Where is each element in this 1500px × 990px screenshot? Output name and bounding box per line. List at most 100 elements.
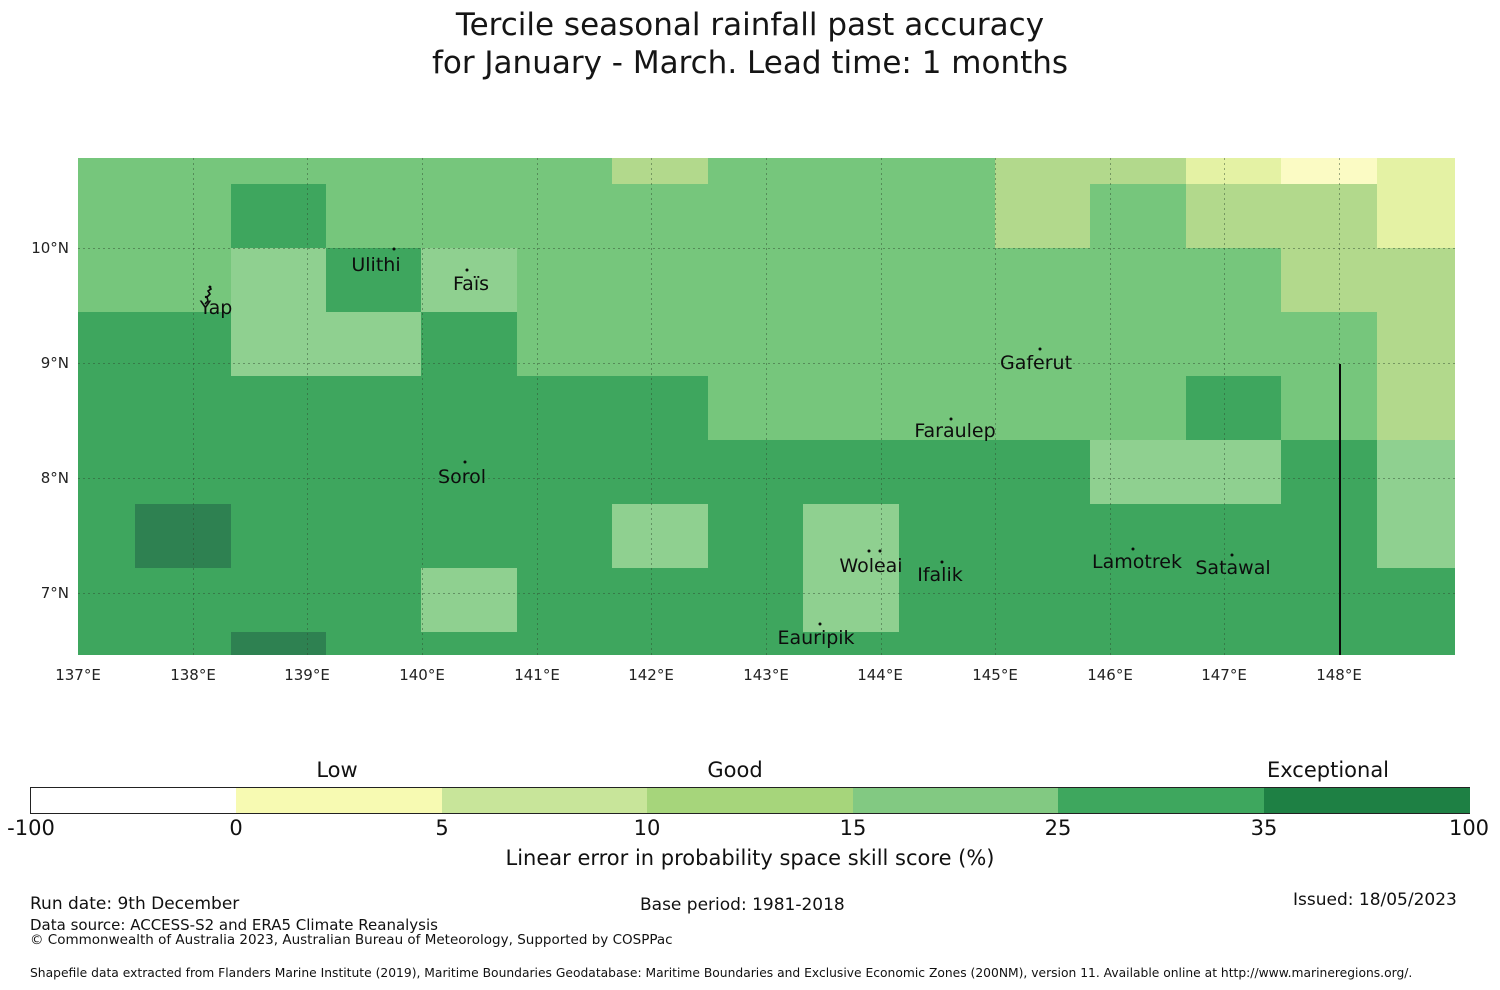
island-label-woleai: Woleai [839,555,903,577]
base-period-text: Base period: 1981-2018 [640,895,845,915]
map-cell [995,568,1090,632]
map-cell [78,632,135,655]
gridline-longitude [651,158,653,655]
map-cell [421,248,517,312]
map-cell [708,632,803,655]
island-label-faraulep: Faraulep [914,420,996,442]
map-cell [1281,504,1377,568]
colorbar-tick-label: 25 [1044,816,1072,840]
map-cell [1090,568,1186,632]
map-cell [517,312,612,376]
chart-title-line2: for January - March. Lead time: 1 months [431,45,1069,81]
copyright-text: © Commonwealth of Australia 2023, Austra… [30,932,673,948]
y-tick-label: 10°N [31,239,69,257]
colorbar-segment [1058,788,1265,813]
chart-title: Tercile seasonal rainfall past accuracy … [0,6,1500,82]
map-cell [517,376,612,440]
map-cell [326,158,421,184]
map-cell [803,312,899,376]
map-cell [708,440,803,504]
map-cell [231,504,326,568]
map-cell [517,158,612,184]
island-marker-dot [463,460,467,464]
island-label-fas: Faïs [452,273,490,295]
colorbar-region-label-exceptional: Exceptional [1266,758,1390,782]
map-cell [421,158,517,184]
island-label-eauripik: Eauripik [777,627,855,649]
map-cell [612,376,708,440]
map-cell [995,312,1090,376]
x-tick-label: 138°E [170,666,216,684]
island-marker-dot [949,417,953,421]
x-tick-label: 145°E [972,666,1018,684]
map-cell [803,504,899,568]
map-cell [1281,248,1377,312]
map-cell [1090,376,1186,440]
island-label-sorol: Sorol [438,466,486,488]
gridline-longitude [307,158,309,655]
x-tick-label: 143°E [743,666,789,684]
colorbar-segment [236,788,443,813]
map-cell [1377,632,1455,655]
map-plot-area: Yap Ulithi Faïs Gaferut Faraulep Sorol Woleai I… [78,158,1455,655]
gridline-latitude [78,478,1455,479]
colorbar-tick-label: 5 [435,816,449,840]
map-cell [1186,568,1281,632]
map-cell [803,568,899,632]
map-cell [1377,568,1455,632]
map-cell [1186,248,1281,312]
map-cell [78,568,135,632]
map-cell [1090,440,1186,504]
y-tick-label: 7°N [40,584,69,602]
map-cell [517,568,612,632]
map-cell [612,632,708,655]
map-cell [231,158,326,184]
run-date-text: Run date: 9th December [30,894,240,914]
map-cell [995,184,1090,248]
map-cell [1281,376,1377,440]
island-marker-dot [392,247,396,251]
x-tick-label: 139°E [284,666,330,684]
map-cell [708,312,803,376]
map-cell [1090,632,1186,655]
map-cell [1281,440,1377,504]
y-tick-label: 8°N [40,469,69,487]
gridline-latitude [78,593,1455,594]
map-cell [1377,248,1455,312]
colorbar [30,787,1470,814]
map-cell [1377,312,1455,376]
colorbar-segment [647,788,854,813]
map-cell [326,440,421,504]
colorbar-tick-label: 10 [633,816,661,840]
island-marker-dot [940,560,944,564]
colorbar-segment [1263,788,1470,813]
map-cell [78,184,135,248]
gridline-longitude [421,158,423,655]
map-cell [803,248,899,312]
colorbar-tick-label: 15 [839,816,867,840]
island-marker-dot [878,549,882,553]
colorbar-segment [31,788,237,813]
map-cell [421,440,517,504]
colorbar-segment [441,788,648,813]
island-marker-dot [818,622,822,626]
colorbar-tick-label: 35 [1250,816,1278,840]
shapefile-note-text: Shapefile data extracted from Flanders M… [30,966,1413,980]
island-marker-dot [1038,347,1042,351]
map-cell [995,440,1090,504]
colorbar-tick-label: -100 [7,816,55,840]
x-tick-label: 146°E [1087,666,1133,684]
map-cell [135,504,231,568]
map-cell [612,248,708,312]
colorbar-region-label-good: Good [707,758,763,782]
map-cell [1281,632,1377,655]
map-cell [421,184,517,248]
map-cell [78,376,135,440]
map-cell [1090,248,1186,312]
colorbar-tick-label: 0 [229,816,243,840]
island-marker-dot [1131,547,1135,551]
map-cell [899,376,995,440]
map-cell [708,158,803,184]
map-cell [1377,504,1455,568]
map-cell [1186,632,1281,655]
